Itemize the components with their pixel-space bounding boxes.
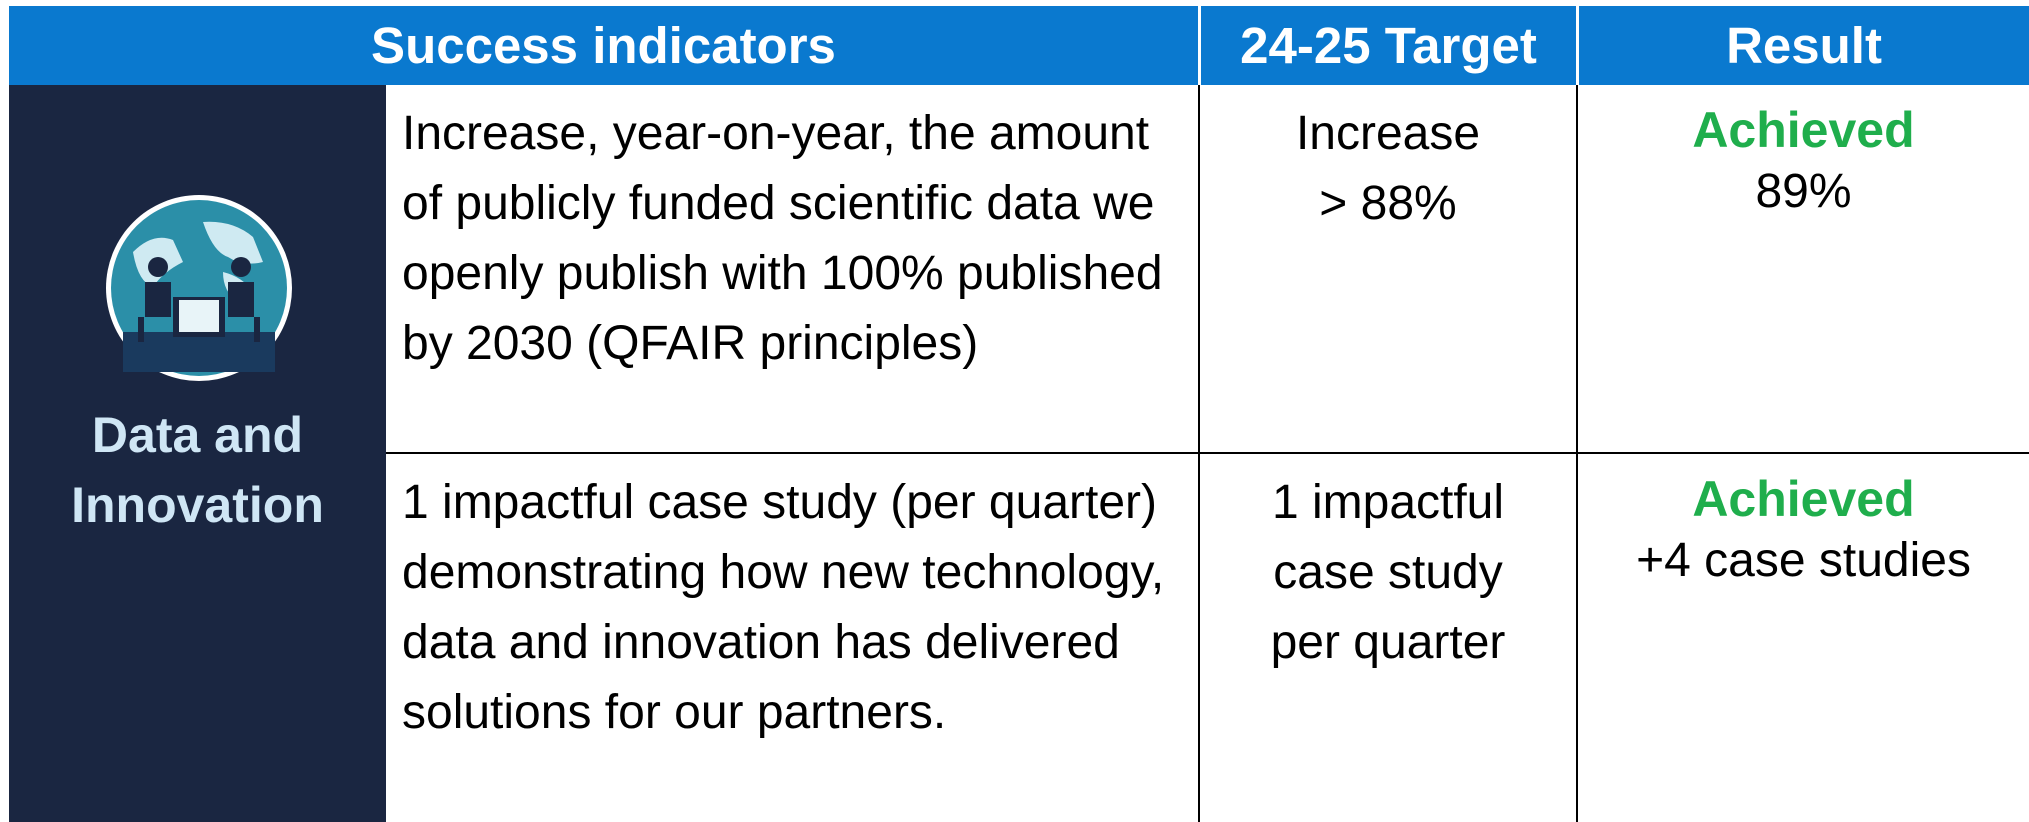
result-value: +4 case studies [1636,534,1971,587]
target-line: 1 impactful case study per quarter [1270,476,1506,669]
result-status: Achieved [1692,102,1915,158]
header-target: 24-25 Target [1198,6,1576,85]
result-value: 89% [1755,165,1852,218]
result: Achieved 89% [1576,85,2029,454]
result: Achieved +4 case studies [1576,454,2029,822]
category-label: Data and Innovation [71,407,324,533]
header-result: Result [1576,6,2029,85]
target-line: > 88% [1319,177,1457,230]
row-divider [386,452,2029,454]
target-line: Increase [1295,107,1481,160]
header-indicators: Success indicators [9,6,1198,85]
category-icon [106,195,292,381]
target: 1 impactful case study per quarter [1198,454,1576,822]
indicator: Increase, year-on-year, the amount of pu… [386,85,1198,454]
indicator: 1 impactful case study (per quarter) dem… [402,476,1165,739]
target: Increase > 88% [1198,85,1576,454]
result-status: Achieved [1692,471,1915,527]
